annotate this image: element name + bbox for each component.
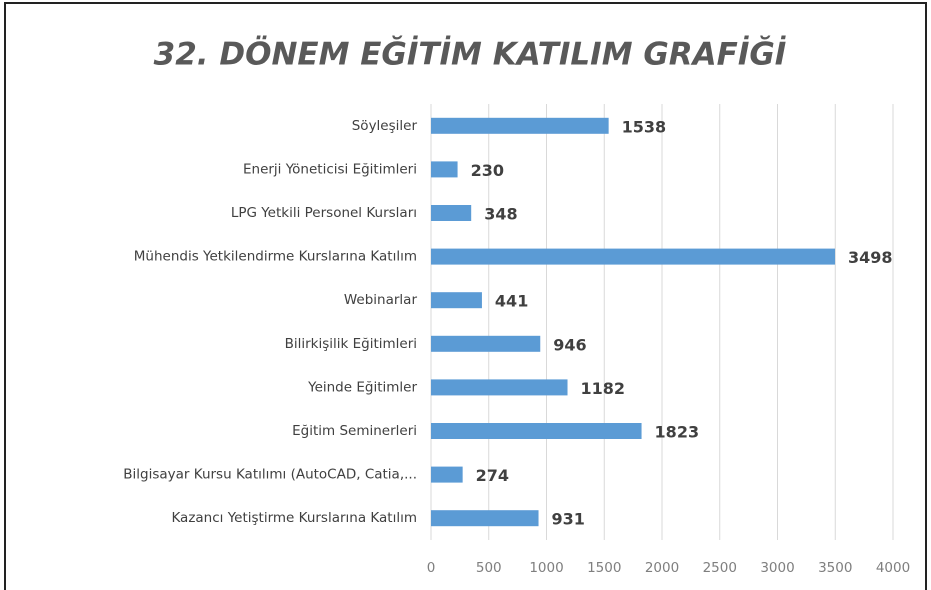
x-tick-label: 0 [427,560,436,576]
y-tick-label: Mühendis Yetkilendirme Kurslarına Katılı… [134,249,417,265]
bar [431,161,458,178]
y-tick-label: Yeinde Eğitimler [307,379,417,395]
data-label: 1538 [622,117,667,136]
data-label: 274 [476,466,509,485]
data-label: 441 [495,292,528,311]
data-label: 3498 [848,248,893,267]
x-tick-label: 1000 [529,560,563,576]
x-tick-label: 1500 [587,560,621,576]
y-tick-label: LPG Yetkili Personel Kursları [231,205,417,221]
x-tick-label: 4000 [876,560,910,576]
data-label: 348 [484,205,517,224]
data-label: 1182 [581,379,626,398]
x-tick-label: 2000 [645,560,679,576]
y-tick-label: Bilirkişilik Eğitimleri [285,336,417,352]
bar [431,510,539,527]
y-tick-label: Söyleşiler [352,118,418,134]
bar [431,379,568,396]
data-label: 931 [552,510,585,529]
bar [431,292,482,309]
y-tick-label: Bilgisayar Kursu Katılımı (AutoCAD, Cati… [123,467,417,483]
y-tick-label: Kazancı Yetiştirme Kurslarına Katılım [171,510,417,526]
y-tick-label: Eğitim Seminerleri [292,423,417,439]
y-tick-label: Enerji Yöneticisi Eğitimleri [243,161,417,177]
bar [431,466,463,483]
bar [431,423,642,439]
y-tick-label: Webinarlar [344,292,418,308]
bar [431,205,472,221]
bar [431,335,541,352]
bar [431,117,609,134]
x-tick-label: 3000 [760,560,794,576]
x-tick-label: 500 [476,560,502,576]
data-label: 946 [553,335,586,354]
x-tick-label: 3500 [818,560,852,576]
data-label: 230 [471,161,504,180]
x-tick-label: 2500 [703,560,737,576]
bar [431,248,836,265]
data-label: 1823 [655,423,700,442]
chart-title: 32. DÖNEM EĞİTİM KATILIM GRAFİĞİ [154,36,787,73]
